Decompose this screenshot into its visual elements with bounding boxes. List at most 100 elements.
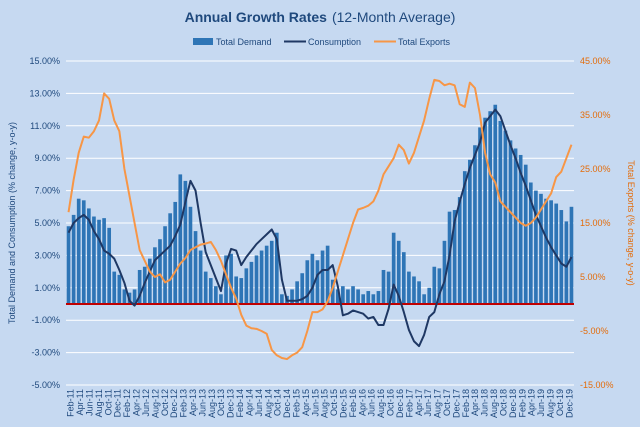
total-demand-bar bbox=[122, 289, 127, 304]
x-tick-label: Feb-11 bbox=[66, 389, 76, 417]
x-tick-label: Oct-11 bbox=[103, 389, 113, 415]
legend-label-total-demand: Total Demand bbox=[216, 37, 272, 47]
y-tick-label: 1.00% bbox=[34, 283, 60, 293]
total-demand-bar bbox=[341, 286, 345, 304]
y2-tick-label: 35.00% bbox=[580, 110, 611, 120]
total-demand-bar bbox=[163, 226, 167, 304]
x-tick-label: Aug-13 bbox=[207, 389, 217, 418]
total-demand-bar bbox=[432, 266, 437, 304]
total-demand-bar bbox=[361, 294, 366, 304]
total-demand-bar bbox=[224, 255, 228, 304]
total-demand-bar bbox=[523, 164, 528, 304]
total-demand-bar bbox=[254, 255, 259, 304]
total-demand-bar bbox=[71, 214, 76, 304]
total-demand-bar bbox=[97, 219, 101, 304]
total-demand-bar bbox=[249, 261, 254, 304]
total-demand-bar bbox=[173, 201, 178, 304]
total-exports-line bbox=[67, 78, 573, 361]
x-tick-label: Feb-19 bbox=[517, 389, 527, 418]
x-tick-label: Apr-15 bbox=[301, 389, 311, 416]
y2-tick-label: 15.00% bbox=[580, 218, 611, 228]
x-tick-label: Dec-11 bbox=[113, 389, 123, 417]
total-demand-bar bbox=[376, 291, 381, 304]
total-demand-bar bbox=[315, 260, 320, 304]
x-tick-label: Jun-18 bbox=[480, 389, 490, 417]
x-tick-label: Oct-14 bbox=[273, 389, 283, 416]
x-tick-label: Dec-18 bbox=[508, 389, 518, 418]
x-tick-label: Aug-15 bbox=[320, 389, 330, 418]
total-demand-bar bbox=[534, 190, 538, 304]
y-tick-label: -3.00% bbox=[31, 348, 60, 358]
total-demand-bar bbox=[371, 294, 376, 304]
x-tick-label: Oct-19 bbox=[555, 389, 565, 416]
total-demand-bar bbox=[452, 210, 457, 304]
total-demand-bar bbox=[214, 286, 218, 304]
x-tick-label: Jun-13 bbox=[197, 389, 207, 417]
total-demand-bar bbox=[335, 289, 340, 304]
x-tick-label: Feb-18 bbox=[461, 389, 471, 418]
total-demand-bar bbox=[473, 145, 477, 304]
total-demand-bar bbox=[401, 252, 406, 304]
x-tick-label: Aug-17 bbox=[433, 389, 443, 418]
x-tick-label: Dec-16 bbox=[395, 389, 405, 418]
total-demand-bar bbox=[198, 250, 203, 304]
total-demand-bar bbox=[468, 159, 472, 304]
total-demand-bar bbox=[513, 148, 518, 304]
x-tick-label: Apr-17 bbox=[414, 389, 424, 416]
total-demand-bar bbox=[107, 227, 112, 304]
x-tick-label: Feb-14 bbox=[235, 389, 245, 418]
total-demand-bar bbox=[417, 281, 421, 304]
x-tick-label: Feb-17 bbox=[404, 389, 414, 418]
x-tick-label: Apr-13 bbox=[188, 389, 198, 416]
total-demand-bar bbox=[193, 231, 198, 304]
total-demand-bar bbox=[102, 218, 106, 304]
consumption-line bbox=[67, 108, 573, 348]
legend-swatch-total-demand bbox=[193, 38, 213, 45]
total-demand-bar bbox=[76, 198, 81, 304]
x-tick-label: Dec-13 bbox=[226, 389, 236, 418]
y2-tick-label: -15.00% bbox=[580, 380, 614, 390]
x-tick-label: Aug-14 bbox=[263, 389, 273, 418]
total-demand-bar bbox=[396, 240, 401, 304]
x-axis-ticks: Feb-11 Apr-11 Jun-11 Aug-11 Oct-11 Dec-11 Feb-… bbox=[66, 389, 575, 418]
x-tick-label: Oct-17 bbox=[442, 389, 452, 416]
total-demand-bar bbox=[158, 239, 162, 304]
y-tick-label: -1.00% bbox=[31, 315, 60, 325]
total-demand-bar bbox=[381, 269, 386, 304]
total-demand-bar bbox=[564, 221, 569, 304]
x-tick-label: Dec-19 bbox=[564, 389, 574, 418]
x-tick-label: Aug-12 bbox=[150, 389, 160, 418]
total-demand-bar bbox=[183, 180, 188, 304]
total-demand-bar bbox=[478, 127, 482, 304]
total-demand-bar bbox=[462, 171, 467, 304]
x-tick-label: Jun-17 bbox=[423, 389, 433, 417]
y-tick-label: -5.00% bbox=[31, 380, 60, 390]
total-demand-bar bbox=[264, 245, 269, 304]
y2-axis-label: Total Exports (% change, y-o-y) bbox=[626, 160, 636, 286]
total-demand-bar bbox=[310, 253, 315, 304]
total-demand-bar bbox=[300, 273, 305, 304]
total-demand-bar bbox=[569, 206, 574, 304]
y-tick-label: 11.00% bbox=[30, 121, 60, 131]
total-demand-bar bbox=[92, 216, 96, 304]
total-demand-bar bbox=[208, 278, 213, 304]
total-demand-bar bbox=[168, 213, 172, 304]
x-tick-label: Oct-15 bbox=[329, 389, 339, 416]
x-tick-label: Aug-18 bbox=[489, 389, 499, 418]
total-demand-bar bbox=[112, 271, 117, 304]
gridlines bbox=[66, 60, 574, 386]
total-demand-bar bbox=[422, 294, 426, 304]
total-demand-bar bbox=[259, 250, 264, 304]
total-demand-bar bbox=[346, 289, 350, 304]
total-demand-bar bbox=[503, 130, 508, 304]
total-demand-bar bbox=[219, 294, 223, 304]
x-tick-label: Feb-13 bbox=[179, 389, 189, 418]
total-demand-bar bbox=[178, 174, 183, 304]
total-demand-bar bbox=[412, 276, 416, 304]
total-demand-bar bbox=[295, 281, 299, 304]
total-demand-bar bbox=[244, 268, 249, 304]
y-tick-label: 3.00% bbox=[34, 250, 60, 260]
total-demand-bar bbox=[356, 289, 360, 304]
x-tick-label: Jun-15 bbox=[310, 389, 320, 417]
